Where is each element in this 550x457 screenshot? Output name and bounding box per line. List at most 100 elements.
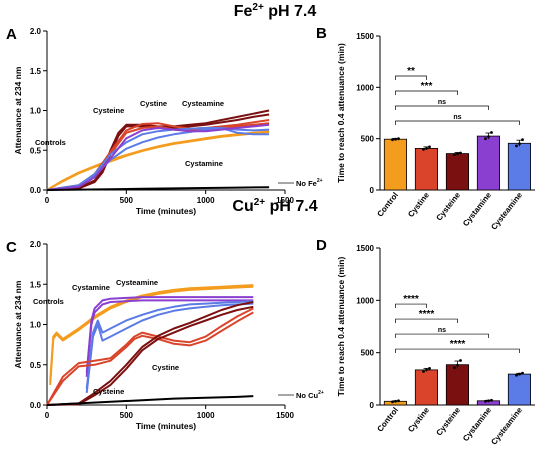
significance-bracket	[395, 318, 458, 324]
data-point	[521, 371, 524, 375]
annotation-label: No Fe2+	[296, 178, 323, 188]
category-label: Cysteamine	[489, 190, 524, 231]
significance-bracket	[395, 348, 520, 354]
y-tick-label: 1000	[356, 83, 374, 92]
panel-label: B	[316, 25, 327, 42]
y-tick-label: 1.5	[30, 280, 42, 289]
data-point	[391, 138, 394, 142]
significance-label: ****	[450, 339, 466, 350]
category-label: Control	[375, 191, 400, 219]
series-line	[46, 127, 270, 191]
annotation-label: Cysteine	[93, 106, 124, 115]
significance-bracket	[395, 120, 520, 126]
series-line	[46, 186, 270, 191]
y-tick-label: 1000	[356, 296, 374, 305]
panel-label: D	[316, 237, 327, 254]
annotation-label: Controls	[33, 297, 64, 306]
category-label: Control	[375, 406, 400, 434]
row-heading: Cu2+ pH 7.4	[232, 197, 317, 215]
series-line	[46, 305, 254, 406]
category-label: Cysteamine	[489, 405, 524, 446]
panel-a: A 0.0 0.5 1.0 1.5 2.0 0 500 1000 1500 Time (minute…	[6, 26, 323, 216]
data-point	[487, 135, 490, 139]
data-point	[394, 399, 397, 403]
x-tick-label: 1500	[276, 411, 294, 420]
x-tick-label: 0	[45, 411, 50, 420]
significance-bracket	[395, 105, 489, 111]
series-line	[46, 307, 254, 406]
data-point	[428, 145, 431, 149]
data-point	[484, 399, 487, 403]
annotation-label: Cystine	[140, 99, 167, 108]
data-point	[422, 370, 425, 373]
series-line	[46, 301, 254, 406]
data-point	[484, 137, 487, 141]
data-point	[397, 399, 400, 403]
y-tick-label: 0.0	[30, 401, 42, 410]
series-line	[85, 299, 254, 377]
significance-bracket	[395, 303, 427, 309]
annotation-label: No Cu2+	[296, 390, 324, 400]
data-point	[394, 137, 397, 141]
series-line	[85, 300, 254, 390]
y-axis-label: Attenuance at 234 nm	[13, 66, 23, 154]
series-line	[49, 285, 254, 385]
y-axis-label: Attenuance at 234 nm	[13, 280, 23, 368]
annotation-label: Cysteamine	[182, 99, 224, 108]
data-point	[391, 400, 394, 404]
y-tick-label: 1500	[356, 244, 374, 253]
bar	[414, 369, 438, 406]
bar	[445, 153, 469, 191]
series-line	[46, 123, 270, 191]
y-tick-label: 500	[361, 135, 375, 144]
panel-b: B 0 500 1000 1500 Time to reach 0.4 attenuanc…	[316, 25, 535, 232]
y-tick-label: 1.5	[30, 67, 42, 76]
x-tick-label: 1500	[276, 196, 294, 205]
significance-label: **	[407, 66, 415, 77]
y-tick-label: 2.0	[30, 27, 42, 36]
significance-label: ***	[421, 81, 433, 92]
y-tick-label: 0	[370, 401, 375, 410]
category-label: Cysteine	[434, 190, 462, 222]
significance-label: ****	[419, 309, 435, 320]
significance-bracket	[395, 333, 489, 339]
data-point	[456, 363, 459, 367]
category-label: Cystine	[406, 405, 431, 434]
data-point	[456, 152, 459, 156]
bar	[414, 147, 438, 191]
series-line	[46, 109, 270, 191]
series-line	[85, 302, 254, 394]
significance-bracket	[395, 90, 458, 96]
series-line	[46, 131, 270, 191]
significance-bracket	[395, 75, 427, 81]
y-tick-label: 2.0	[30, 240, 42, 249]
significance-label: ns	[453, 114, 461, 121]
annotation-label: Cystine	[152, 363, 179, 372]
y-tick-label: 0.5	[30, 361, 42, 370]
panel-d: D 0 500 1000 1500 Time to reach 0.4 attenuanc…	[316, 237, 535, 447]
data-point	[422, 148, 425, 151]
significance-label: ****	[403, 294, 419, 305]
bar	[507, 373, 531, 406]
series-line	[46, 130, 270, 191]
panel-label: C	[6, 239, 17, 256]
x-tick-label: 500	[120, 196, 134, 205]
x-axis-label: Time (minutes)	[136, 421, 196, 431]
series-line	[46, 311, 254, 406]
panel-label: A	[6, 26, 17, 43]
y-axis-label: Time to reach 0.4 attenuance (min)	[336, 43, 346, 183]
data-point	[459, 359, 462, 362]
y-tick-label: 0.0	[30, 186, 42, 195]
category-label: Cysteine	[434, 405, 462, 437]
data-point	[515, 373, 518, 377]
panel-c: C 0.0 0.5 1.0 1.5 2.0 0 500 1000 1500 Time (minute…	[6, 239, 324, 431]
y-tick-label: 500	[361, 349, 375, 358]
data-point	[397, 137, 400, 141]
data-point	[453, 366, 456, 370]
significance-label: ns	[438, 327, 446, 334]
bar	[507, 142, 531, 191]
series-line	[46, 127, 270, 191]
annotation-label: Controls	[35, 138, 66, 147]
data-point	[521, 138, 524, 142]
